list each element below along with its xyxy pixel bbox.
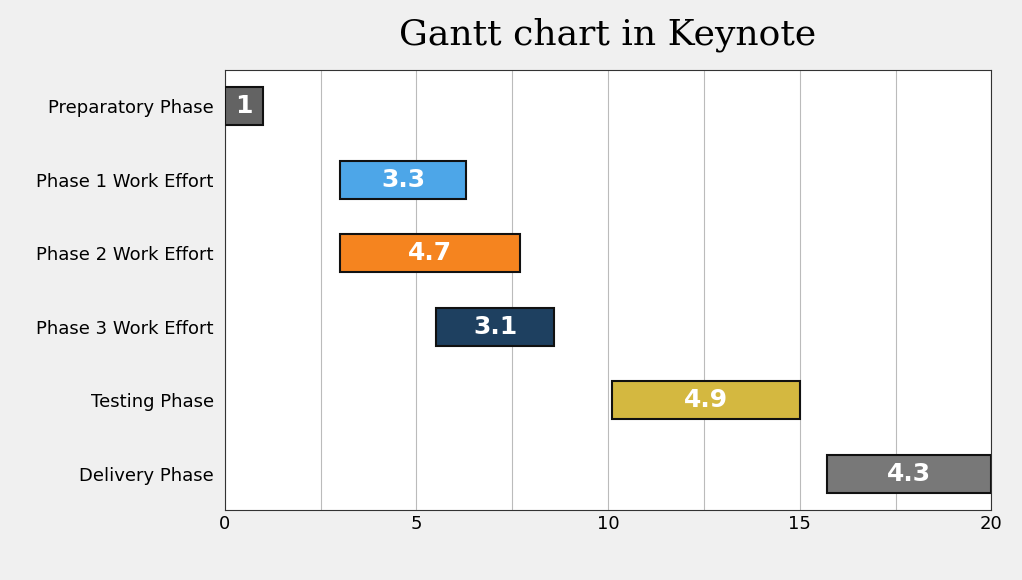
Text: 4.3: 4.3 <box>887 462 931 485</box>
Bar <box>225 87 264 125</box>
Bar <box>827 455 991 493</box>
Text: 1: 1 <box>235 95 252 118</box>
Bar <box>339 161 466 199</box>
Bar <box>339 234 520 273</box>
Title: Gantt chart in Keynote: Gantt chart in Keynote <box>400 17 817 52</box>
Text: 3.1: 3.1 <box>473 315 517 339</box>
Text: 3.3: 3.3 <box>381 168 425 192</box>
Text: 4.9: 4.9 <box>684 388 728 412</box>
Bar <box>435 307 554 346</box>
Bar <box>612 381 800 419</box>
Text: 4.7: 4.7 <box>408 241 452 265</box>
